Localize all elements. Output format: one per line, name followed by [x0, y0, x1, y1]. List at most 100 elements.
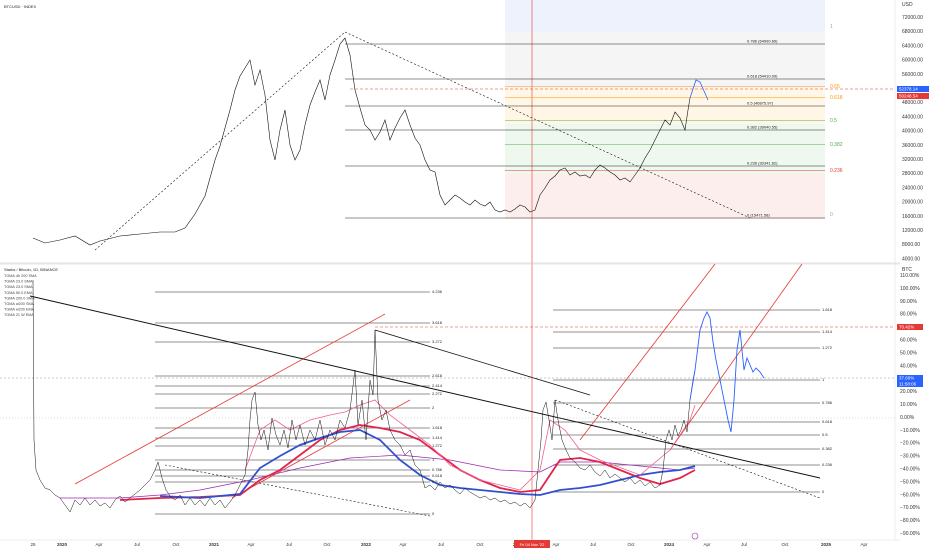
- bottom-price-tags: 70.42% 37.60%11:58:06: [897, 324, 923, 387]
- bottom-black-trend: [29, 295, 821, 479]
- top-fib-label: 0.382 (39040.55): [747, 125, 778, 130]
- x-tick-label: Apr: [552, 542, 560, 547]
- bottom-y-tick: 80.00%: [900, 312, 918, 318]
- bottom-left-fib-label: 2.414: [432, 383, 443, 388]
- top-y-tick: 8000.00: [902, 242, 920, 248]
- top-y-tick: 44000.00: [902, 114, 923, 120]
- bottom-left-fib-label: 0.786: [432, 467, 443, 472]
- bottom-left-fib-label: 0: [432, 511, 435, 516]
- bottom-left-fib-labels: 4.236 3.618 3.272 2.618 2.414 2.272 2 1.618 1.41…: [432, 289, 443, 516]
- bottom-left-fib-label: 1.272: [432, 443, 443, 448]
- bottom-y-tick: −30.00%: [900, 454, 920, 460]
- bottom-y-tick: 0.00%: [900, 415, 915, 421]
- top-y-tick: 24000.00: [902, 185, 923, 191]
- bottom-legend-item: TGMA 23.0 SMA: [4, 280, 33, 284]
- bottom-black-trend-2: [374, 329, 591, 396]
- bottom-left-fib-label: 3.618: [432, 320, 443, 325]
- top-y-tick: 16000.00: [902, 214, 923, 220]
- x-tick-label: 2021: [209, 542, 220, 547]
- bottom-y-tick: −20.00%: [900, 441, 920, 447]
- bottom-blue-projection: [689, 310, 765, 433]
- x-tick-label: Apr: [860, 542, 868, 547]
- top-price-tags: 52378.14 50248.54: [897, 86, 929, 99]
- bottom-right-fib-label: 1.618: [822, 307, 833, 312]
- top-y-tick: 32000.00: [902, 157, 923, 163]
- bottom-y-tick: −90.00%: [900, 531, 920, 537]
- top-right-fib-label: 0.5: [830, 118, 837, 124]
- top-price-tag: [897, 93, 929, 99]
- x-tick-label: Jul: [590, 542, 596, 547]
- bottom-legend-item: TGMA 200.0 SMA: [4, 296, 35, 300]
- x-tick-label: Oct: [172, 542, 180, 547]
- top-fib-label: 0 (15471.58): [747, 213, 770, 218]
- top-right-fib-label: 0: [830, 212, 833, 218]
- top-y-tick: 68000.00: [902, 29, 923, 35]
- bottom-y-tick: 60.00%: [900, 338, 918, 344]
- bottom-left-fib-label: 2: [432, 405, 435, 410]
- top-right-fib-label: 0.65: [830, 84, 840, 90]
- top-y-tick: 72000.00: [902, 15, 923, 21]
- top-y-axis: 72000.00 68000.00 64000.00 60000.00 56000.00…: [902, 15, 923, 262]
- event-marker-icon[interactable]: [691, 532, 699, 540]
- btc-price-line: [32, 37, 691, 246]
- bottom-y-tick: 10.00%: [900, 402, 918, 408]
- bottom-right-fib-label: 0.382: [822, 446, 833, 451]
- top-right-fib-label: 0.618: [830, 95, 843, 101]
- x-tick-label: Oct: [476, 542, 484, 547]
- x-tick-label: Jul: [741, 542, 747, 547]
- x-tick-label: 2020: [57, 542, 68, 547]
- x-tick-label: Oct: [627, 542, 635, 547]
- x-tick-label: 25: [30, 542, 36, 547]
- x-tick-label: Oct: [781, 542, 789, 547]
- bottom-right-fib-label: 0.786: [822, 400, 833, 405]
- bottom-price-tag: [897, 375, 923, 381]
- x-tick-label: Apr: [703, 542, 711, 547]
- bottom-right-fib-label: 1.272: [822, 345, 833, 350]
- bottom-left-fib-label: 1.618: [432, 425, 443, 430]
- top-y-tick: 48000.00: [902, 100, 923, 106]
- top-price-tag-text: 50248.54: [899, 94, 918, 99]
- bottom-red-channel-right2: [669, 263, 803, 451]
- bottom-dashed-trend: [164, 464, 431, 517]
- x-tick-label: 2025: [821, 542, 832, 547]
- top-y-tick: 20000.00: [902, 200, 923, 206]
- ma-blue-line: [159, 429, 696, 499]
- top-right-fib-label: 0.236: [830, 168, 843, 174]
- x-tick-label: Apr: [95, 542, 103, 547]
- top-fib-label: 0.786 (64990.69): [747, 39, 778, 44]
- ratio-price-line: [32, 279, 696, 513]
- bottom-left-fib-label: 2.272: [432, 391, 443, 396]
- top-dashed-trend-up: [94, 31, 346, 251]
- bottom-y-tick: 110.00%: [900, 273, 920, 279]
- bottom-y-tick: 20.00%: [900, 389, 918, 395]
- x-tick-label: Apr: [247, 542, 255, 547]
- top-fib-label: 0.5 (46875.97): [747, 101, 774, 106]
- top-y-tick: 60000.00: [902, 58, 923, 64]
- bottom-legend-item: TGMA 50.0 EMA: [4, 291, 33, 295]
- top-fib-label: 0.236 (30341.62): [747, 161, 778, 166]
- bottom-y-tick: 40.00%: [900, 363, 918, 369]
- bottom-left-fib-label: 0.5: [432, 479, 438, 484]
- bottom-y-tick: −50.00%: [900, 479, 920, 485]
- bottom-left-fib-label: 3.272: [432, 339, 443, 344]
- bottom-left-fib-label: 0.618: [432, 473, 443, 478]
- x-tick-label: Oct: [323, 542, 331, 547]
- bottom-legend-item: TGMA 4h 200 SMA: [4, 274, 37, 278]
- bottom-y-tick: −40.00%: [900, 467, 920, 473]
- x-highlight-label: Fri 04 Nov '22: [520, 542, 546, 547]
- top-y-tick: 56000.00: [902, 72, 923, 78]
- bottom-price-tag-text: 11:58:06: [899, 382, 917, 387]
- ma-pink-line: [244, 399, 696, 491]
- bottom-legend-item: TGMA 21 W EMA: [4, 313, 34, 317]
- x-tick-label: Jul: [134, 542, 140, 547]
- bottom-title: Starks / Bitcoin, 1D, BINANCE: [4, 267, 58, 272]
- bottom-right-fib-label: 1.414: [822, 329, 833, 334]
- bottom-legend-item: TGMA w200 EMA: [4, 308, 35, 312]
- bottom-right-fib-label: 0.618: [822, 419, 833, 424]
- top-y-tick: 12000.00: [902, 228, 923, 234]
- top-symbol-title: BTCUSD · INDEX: [4, 4, 37, 9]
- bottom-price-tag-text: 37.60%: [899, 376, 914, 381]
- top-right-fib-label: 1: [830, 24, 833, 30]
- top-price-tag: [897, 86, 929, 92]
